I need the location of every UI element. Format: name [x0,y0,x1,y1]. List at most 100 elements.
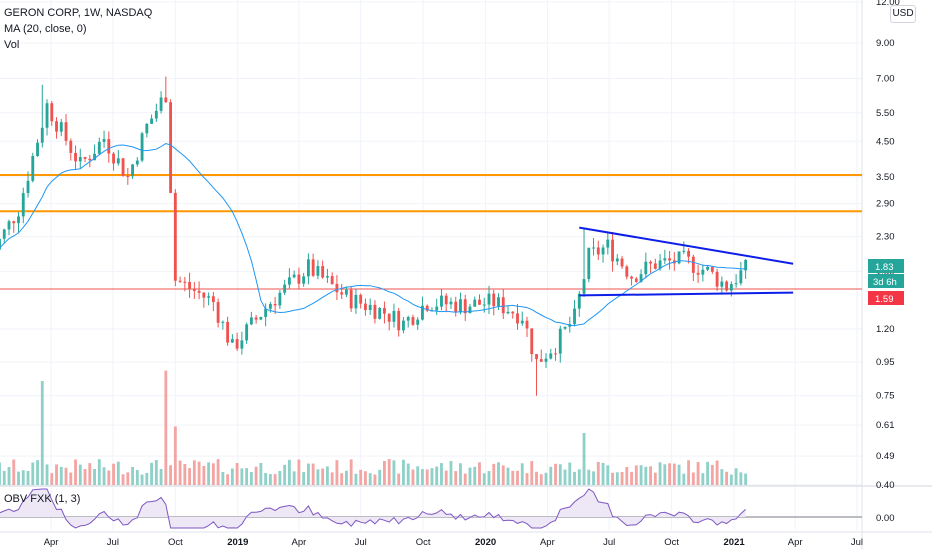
candle-body [354,294,358,309]
ma-line [0,143,746,327]
volume-bar [78,464,82,485]
candle-body [230,339,234,343]
candle-body [93,153,96,161]
volume-bar [164,370,168,485]
volume-bar [501,465,505,485]
candle-body [145,123,149,134]
candle-body [31,156,35,181]
candle-body [335,283,339,293]
volume-bar [245,468,249,485]
x-tick-label: Jul [107,537,119,548]
candle-body [259,316,263,320]
volume-bar [639,465,643,485]
candle-body [739,270,743,284]
candle-body [601,247,605,255]
volume-bar [587,469,591,485]
candle-body [107,139,111,154]
candle-body [74,152,77,162]
candle-body [682,250,686,252]
candle-body [116,158,120,164]
candle-body [634,278,638,282]
volume-indicator-label[interactable]: Vol [4,39,20,51]
volume-bar [596,461,600,485]
volume-bar [563,469,567,485]
candle-body [463,299,467,314]
volume-bar [316,469,320,485]
volume-bar [397,473,401,485]
candles [0,76,748,396]
candle-body [364,303,367,310]
candle-body [202,292,206,298]
volume-bar [734,468,738,485]
volume-bar [59,466,63,485]
candle-body [397,310,401,331]
candle-body [701,269,705,275]
candle-body [226,321,230,343]
y-tick-label: 7.00 [876,74,895,85]
candle-body [630,276,633,279]
x-tick-label: Jul [603,537,615,548]
candle-body [306,259,310,277]
volume-bar [197,461,201,485]
volume-bar [416,466,420,485]
volume-bar [577,469,581,485]
candle-body [497,297,500,307]
candle-body [97,141,101,154]
candle-body [150,118,154,124]
candle-body [368,304,372,310]
volume-bar [354,473,358,485]
volume-bar [173,426,177,485]
volume-bar [107,470,111,485]
volume-bar [12,459,16,485]
candle-body [492,293,496,307]
volume-bar [116,461,120,485]
volume-bar [549,466,553,485]
volume-bar [64,467,68,485]
candle-body [383,308,386,314]
volume-bar [368,473,372,485]
candle-body [55,121,58,132]
volume-bar [121,474,125,485]
volume-bar [582,433,586,485]
volume-bar [259,463,263,485]
candle-body [59,122,63,132]
countdown-label-bg [868,274,904,288]
volume-bar [325,466,329,485]
obv-indicator-label[interactable]: OBV FXK (1, 3) [4,493,81,505]
candle-body [706,266,710,270]
volume-bar [287,459,291,485]
volume-bar [235,463,239,485]
candle-body [392,310,396,322]
volume-bar [254,466,258,485]
price-axis: 12.009.007.005.504.503.502.902.301.801.2… [876,0,900,491]
candle-body [40,127,44,143]
y-tick-label: 0.95 [876,357,895,368]
candle-body [710,266,714,272]
volume-bar [592,471,595,485]
obv-panel [0,488,862,529]
candle-body [516,313,519,324]
volume-bar [544,472,548,485]
currency-button[interactable]: USD [890,5,916,23]
volume-bar [306,463,310,485]
volume-bar [135,469,139,485]
volume-bar [615,472,619,485]
last-price-label-bg [868,259,904,273]
candle-body [535,354,538,360]
volume-bar [620,472,624,485]
candle-body [592,247,595,249]
candle-body [668,258,672,261]
volume-bars [0,370,748,485]
candle-body [321,266,325,278]
volume-bar [21,470,25,485]
ma-indicator-label[interactable]: MA (20, close, 0) [4,23,87,35]
candle-body [606,239,610,248]
candle-body [216,302,220,323]
volume-bar [478,462,481,485]
x-tick-label: Oct [168,537,183,548]
candle-body [506,311,510,314]
volume-bar [36,460,39,485]
volume-bar [516,470,519,485]
candle-body [615,258,619,262]
